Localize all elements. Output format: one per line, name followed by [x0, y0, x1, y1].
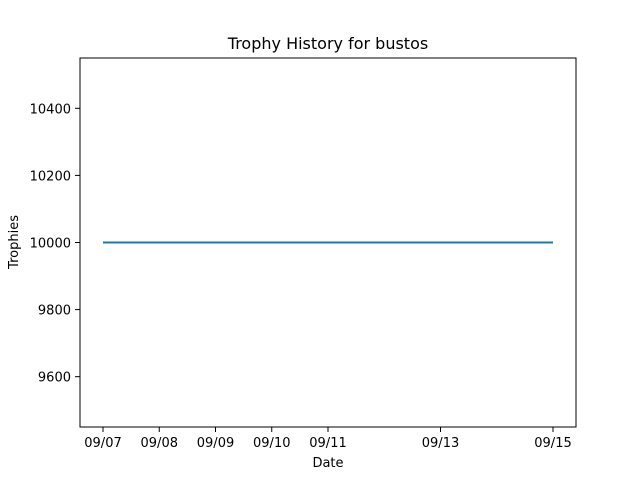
x-axis-ticks: 09/07 09/08 09/09 09/10 09/11 09/13 09/15	[84, 427, 572, 451]
y-tick-label: 10400	[30, 102, 71, 117]
x-tick-label: 09/10	[253, 436, 290, 451]
x-tick-label: 09/07	[84, 436, 121, 451]
x-tick-label: 09/08	[141, 436, 178, 451]
chart-title: Trophy History for bustos	[227, 34, 428, 53]
y-tick-label: 9800	[38, 304, 71, 319]
x-tick-label: 09/13	[422, 436, 459, 451]
x-tick-label: 09/15	[534, 436, 571, 451]
y-tick-label: 9600	[38, 371, 71, 386]
y-tick-label: 10000	[30, 237, 71, 252]
y-axis-ticks: 9600 9800 10000 10200 10400	[30, 102, 80, 386]
x-axis-label: Date	[312, 456, 343, 471]
x-tick-label: 09/09	[197, 436, 234, 451]
x-tick-label: 09/11	[309, 436, 346, 451]
y-tick-label: 10200	[30, 169, 71, 184]
y-axis-label: Trophies	[7, 215, 22, 270]
